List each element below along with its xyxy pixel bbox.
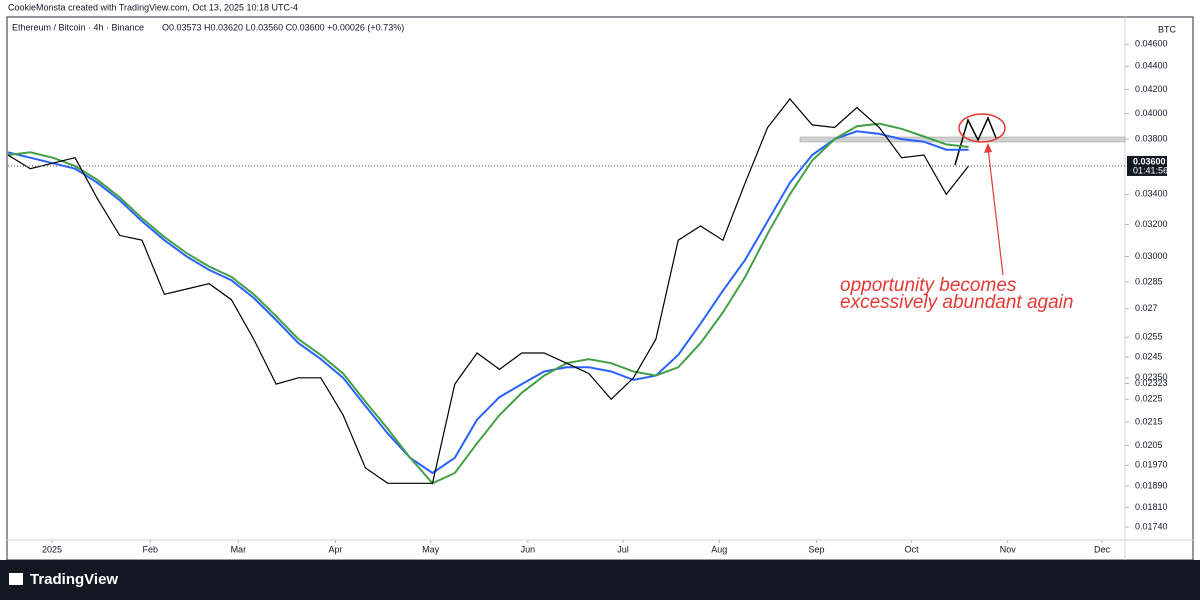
y-tick-label: 0.03800 (1135, 133, 1168, 143)
y-tick-label: 0.02323 (1135, 378, 1168, 388)
symbol-title: Ethereum / Bitcoin · 4h · Binance (12, 22, 144, 32)
price-tag (1127, 155, 1167, 176)
y-tick-label: 0.0225 (1135, 394, 1163, 404)
x-tick-label: Jun (521, 544, 536, 554)
y-tick-label: 0.027 (1135, 303, 1158, 313)
x-tick-label: 2025 (42, 544, 62, 554)
series-line (7, 98, 970, 484)
x-tick-label: Jul (617, 544, 629, 554)
x-tick-label: Apr (328, 544, 342, 554)
x-tick-label: May (422, 544, 440, 554)
annotation-line: opportunity becomes (840, 275, 1017, 296)
arrow-line (987, 147, 1004, 276)
footer-bar (0, 560, 1200, 600)
y-tick-label: 0.0245 (1135, 351, 1163, 361)
countdown: 01:41:56 (1133, 165, 1168, 175)
x-tick-label: Nov (1000, 544, 1017, 554)
x-tick-label: Aug (711, 544, 727, 554)
y-tick-label: 0.03000 (1135, 251, 1168, 261)
annotation-line: excessively abundant again (840, 292, 1073, 313)
y-tick-label: 0.04200 (1135, 84, 1168, 94)
x-tick-label: Mar (231, 544, 247, 554)
y-tick-label: 0.04600 (1135, 39, 1168, 49)
logo-icon (9, 573, 23, 585)
y-tick-label: 0.02350 (1135, 372, 1168, 382)
y-tick-label: 0.03400 (1135, 189, 1168, 199)
y-tick-label: 0.01810 (1135, 502, 1168, 512)
footer-brand: TradingView (30, 571, 118, 588)
x-tick-label: Feb (143, 544, 159, 554)
ohlc: O0.03573 H0.03620 L0.03560 C0.03600 +0.0… (162, 22, 404, 32)
y-tick-label: 0.0205 (1135, 440, 1163, 450)
y-tick-label: 0.04000 (1135, 108, 1168, 118)
series-line (7, 130, 969, 475)
y-tick-label: 0.01970 (1135, 460, 1168, 470)
y-tick-label: 0.03200 (1135, 219, 1168, 229)
header: CookieMonsta created with TradingView.co… (8, 2, 298, 12)
y-tick-label: 0.0255 (1135, 332, 1163, 342)
y-tick-label: 0.04400 (1135, 61, 1168, 71)
highlight-ellipse (958, 113, 1006, 143)
x-tick-label: Oct (905, 544, 920, 554)
price-tag-label: 0.03600 (1133, 156, 1166, 166)
axis-unit: BTC (1158, 24, 1177, 34)
y-tick-label: 0.01890 (1135, 480, 1168, 490)
projection-drawing (954, 116, 997, 166)
y-tick-label: 0.0215 (1135, 416, 1163, 426)
y-tick-label: 0.01740 (1135, 521, 1168, 531)
arrow-head (984, 143, 992, 153)
series-line (7, 122, 969, 485)
x-tick-label: Dec (1094, 544, 1111, 554)
y-tick-label: 0.0285 (1135, 276, 1163, 286)
x-tick-label: Sep (808, 544, 824, 554)
